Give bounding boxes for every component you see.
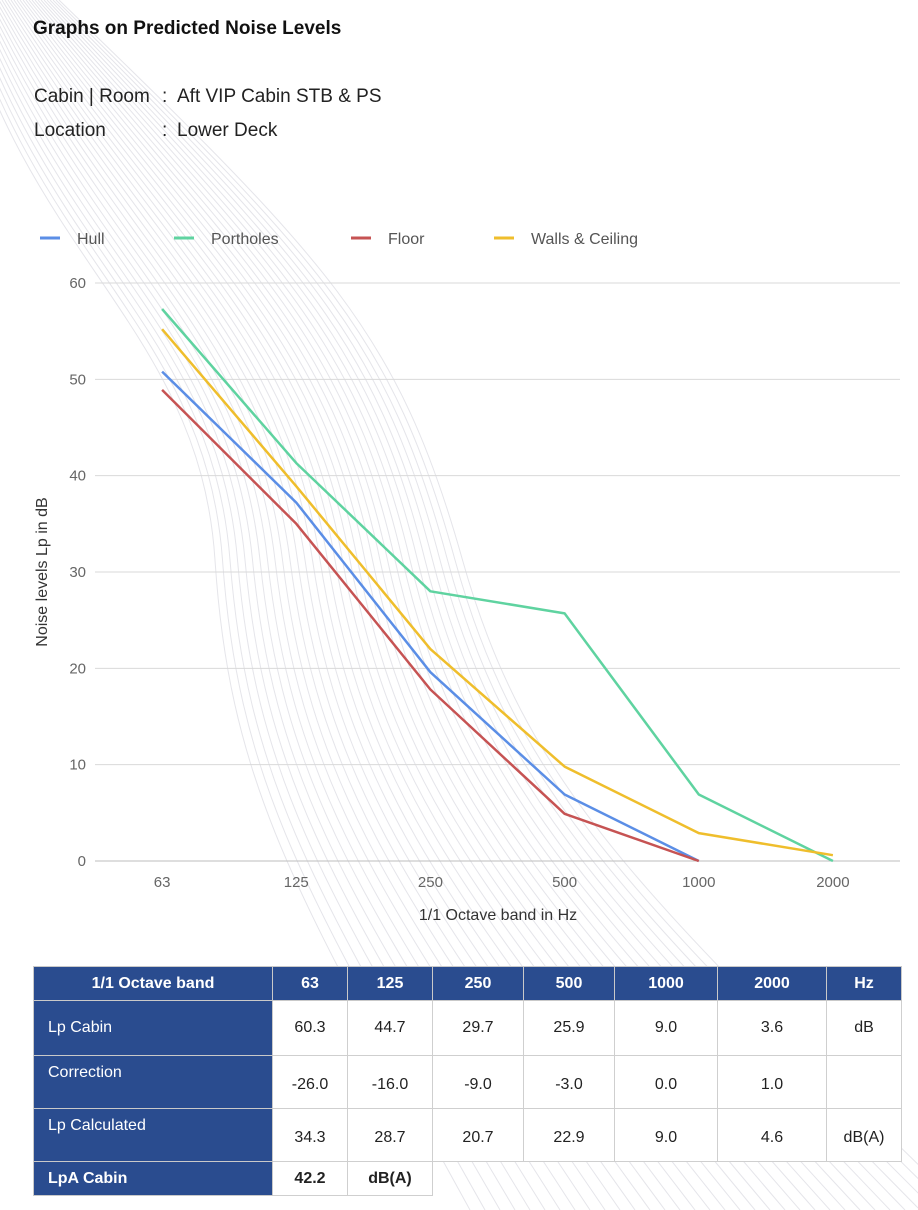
info-separator: : bbox=[162, 120, 168, 141]
x-axis-label: 1/1 Octave band in Hz bbox=[419, 907, 577, 924]
table-row-lp-cabin: Lp Cabin 60.3 44.7 29.7 25.9 9.0 3.6 dB bbox=[33, 1000, 902, 1056]
legend-label: Walls & Ceiling bbox=[531, 231, 638, 248]
row-label: Lp Calculated bbox=[33, 1108, 273, 1162]
series-line-portholes bbox=[161, 308, 834, 863]
table-cell: -26.0 bbox=[272, 1055, 348, 1109]
table-cell: dB(A) bbox=[826, 1108, 902, 1162]
y-tick-label: 50 bbox=[69, 371, 86, 388]
info-label: Location bbox=[34, 120, 106, 141]
background-wave-line bbox=[0, 87, 501, 1210]
info-separator: : bbox=[162, 86, 168, 107]
background-wave-line bbox=[0, 98, 486, 1210]
series-line-floor bbox=[161, 389, 700, 863]
table-cell: 0.0 bbox=[614, 1055, 718, 1109]
info-value: Aft VIP Cabin STB & PS bbox=[177, 86, 382, 107]
table-cell-total: 42.2 bbox=[272, 1161, 348, 1196]
row-label: Correction bbox=[33, 1055, 273, 1109]
y-tick-label: 40 bbox=[69, 468, 86, 485]
y-tick-label: 60 bbox=[69, 275, 86, 292]
table-row-lp-calculated: Lp Calculated 34.3 28.7 20.7 22.9 9.0 4.… bbox=[33, 1108, 902, 1162]
table-cell: 34.3 bbox=[272, 1108, 348, 1162]
table-header-cell: Hz bbox=[826, 966, 902, 1001]
x-tick-label: 63 bbox=[154, 874, 171, 891]
table-cell: -3.0 bbox=[523, 1055, 615, 1109]
table-cell: 1.0 bbox=[717, 1055, 827, 1109]
table-row-lpa-cabin: LpA Cabin 42.2 dB(A) bbox=[33, 1161, 902, 1196]
table-cell: 4.6 bbox=[717, 1108, 827, 1162]
table-cell: 60.3 bbox=[272, 1000, 348, 1056]
legend-item[interactable]: Walls & Ceiling bbox=[494, 231, 638, 248]
table-cell: 9.0 bbox=[614, 1000, 718, 1056]
table-header-cell: 1000 bbox=[614, 966, 718, 1001]
series-line-hull bbox=[161, 370, 700, 863]
page-title: Graphs on Predicted Noise Levels bbox=[33, 18, 342, 39]
info-label: Cabin | Room bbox=[34, 86, 150, 107]
table-header-cell: 2000 bbox=[717, 966, 827, 1001]
x-tick-label: 250 bbox=[418, 874, 443, 891]
table-header-cell: 1/1 Octave band bbox=[33, 966, 273, 1001]
table-cell: -16.0 bbox=[347, 1055, 433, 1109]
background-wave-line bbox=[0, 109, 471, 1210]
y-axis-ticks: 0 10 20 30 40 50 60 bbox=[69, 275, 86, 870]
x-tick-label: 1000 bbox=[682, 874, 715, 891]
x-tick-label: 500 bbox=[552, 874, 577, 891]
background-wave-line bbox=[0, 77, 516, 1210]
table-cell: 29.7 bbox=[432, 1000, 524, 1056]
chart-grid bbox=[95, 282, 900, 862]
table-cell: 25.9 bbox=[523, 1000, 615, 1056]
legend-label: Hull bbox=[77, 231, 105, 248]
noise-level-line-chart: Hull Portholes Floor Walls & Ceiling 0 10 20 3… bbox=[34, 231, 900, 924]
chart-legend: Hull Portholes Floor Walls & Ceiling bbox=[40, 231, 638, 248]
table-cell: 3.6 bbox=[717, 1000, 827, 1056]
row-label: Lp Cabin bbox=[33, 1000, 273, 1056]
table-header-cell: 250 bbox=[432, 966, 524, 1001]
table-cell: 22.9 bbox=[523, 1108, 615, 1162]
x-axis-ticks: 63 125 250 500 1000 2000 bbox=[154, 874, 850, 891]
background-wave-line bbox=[0, 67, 531, 1210]
row-label: LpA Cabin bbox=[33, 1161, 273, 1196]
table-cell: 9.0 bbox=[614, 1108, 718, 1162]
info-location: Location: Lower Deck bbox=[34, 120, 277, 142]
y-axis-label: Noise levels Lp in dB bbox=[34, 497, 51, 646]
table-cell: 20.7 bbox=[432, 1108, 524, 1162]
table-row-correction: Correction -26.0 -16.0 -9.0 -3.0 0.0 1.0 bbox=[33, 1055, 902, 1109]
info-cabin-room: Cabin | Room: Aft VIP Cabin STB & PS bbox=[34, 86, 382, 108]
table-cell: 28.7 bbox=[347, 1108, 433, 1162]
table-header-cell: 63 bbox=[272, 966, 348, 1001]
octave-band-table: 1/1 Octave band 63 125 250 500 1000 2000… bbox=[33, 966, 902, 1196]
legend-label: Floor bbox=[388, 231, 425, 248]
table-cell-total-unit: dB(A) bbox=[347, 1161, 433, 1196]
table-cell bbox=[826, 1055, 902, 1109]
y-tick-label: 30 bbox=[69, 564, 86, 581]
x-tick-label: 125 bbox=[284, 874, 309, 891]
chart-series bbox=[161, 308, 834, 863]
x-tick-label: 2000 bbox=[816, 874, 849, 891]
table-cell: 44.7 bbox=[347, 1000, 433, 1056]
series-line-walls-ceiling bbox=[161, 328, 834, 857]
table-header-cell: 125 bbox=[347, 966, 433, 1001]
legend-item[interactable]: Floor bbox=[351, 231, 425, 248]
y-tick-label: 20 bbox=[69, 660, 86, 677]
info-value: Lower Deck bbox=[177, 120, 278, 141]
y-tick-label: 0 bbox=[78, 853, 86, 870]
y-tick-label: 10 bbox=[69, 757, 86, 774]
table-header-cell: 500 bbox=[523, 966, 615, 1001]
table-cell: dB bbox=[826, 1000, 902, 1056]
legend-item[interactable]: Portholes bbox=[174, 231, 279, 248]
table-header-row: 1/1 Octave band 63 125 250 500 1000 2000… bbox=[33, 966, 902, 1001]
table-cell: -9.0 bbox=[432, 1055, 524, 1109]
legend-item[interactable]: Hull bbox=[40, 231, 105, 248]
legend-label: Portholes bbox=[211, 231, 279, 248]
